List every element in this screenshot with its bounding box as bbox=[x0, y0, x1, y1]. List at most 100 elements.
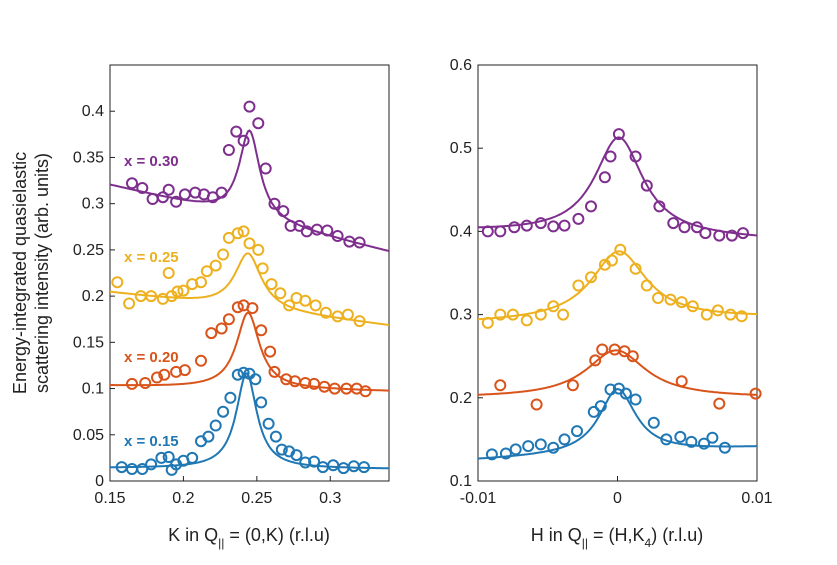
fit-curve-3 bbox=[478, 136, 758, 237]
data-point bbox=[162, 183, 175, 196]
data-point bbox=[347, 460, 360, 473]
data-point bbox=[331, 230, 344, 242]
data-point bbox=[674, 430, 687, 443]
left-x-axis-label: K in Q|| = (0,K) (r.l.u) bbox=[168, 525, 330, 550]
data-point bbox=[246, 302, 259, 315]
data-point bbox=[629, 262, 642, 275]
data-point bbox=[640, 179, 653, 192]
data-point bbox=[126, 377, 138, 390]
data-point bbox=[664, 293, 677, 306]
data-point bbox=[269, 430, 282, 443]
series-label-x015: x = 0.15 bbox=[124, 433, 179, 450]
x-tick-label: 0.3 bbox=[319, 490, 341, 507]
data-point bbox=[224, 391, 237, 404]
data-point bbox=[178, 364, 191, 377]
data-point bbox=[178, 188, 191, 201]
y-tick-label: 0.3 bbox=[82, 196, 104, 213]
data-point bbox=[614, 243, 627, 256]
data-point bbox=[256, 262, 269, 275]
data-point bbox=[509, 443, 522, 456]
y-tick-label: 0.6 bbox=[450, 57, 472, 74]
data-point bbox=[299, 456, 312, 469]
data-point bbox=[209, 419, 222, 432]
data-point bbox=[547, 441, 560, 454]
data-point bbox=[481, 316, 494, 329]
data-point bbox=[327, 459, 340, 472]
data-point bbox=[594, 400, 607, 413]
data-point bbox=[237, 225, 250, 238]
data-point bbox=[353, 315, 366, 328]
data-point bbox=[341, 308, 354, 321]
left-y-axis-label-line2: scattering intensity (arb. units) bbox=[32, 153, 52, 393]
data-point bbox=[283, 299, 296, 312]
data-point bbox=[319, 306, 332, 319]
x-tick-label: 0.15 bbox=[94, 490, 125, 507]
data-point bbox=[585, 271, 597, 284]
data-point bbox=[217, 248, 230, 261]
data-point bbox=[698, 437, 710, 450]
data-point bbox=[222, 231, 235, 244]
data-point bbox=[534, 438, 547, 451]
data-point bbox=[587, 405, 600, 418]
fit-curve-1 bbox=[478, 349, 758, 396]
data-point bbox=[162, 451, 175, 463]
data-point bbox=[158, 368, 171, 381]
data-point bbox=[547, 300, 560, 313]
data-point bbox=[231, 301, 244, 314]
left-axis-ticks: 0.15 0.2 0.25 0.3 0 0.05 0.1 0.15 0.2 0.25 0.3 0.35… bbox=[73, 103, 342, 507]
y-tick-label: 0 bbox=[95, 473, 104, 490]
data-point bbox=[675, 375, 688, 388]
data-point bbox=[547, 220, 560, 233]
data-point bbox=[358, 461, 370, 474]
left-fit-curves bbox=[109, 129, 390, 470]
data-point bbox=[277, 205, 290, 218]
data-point bbox=[359, 385, 372, 398]
fit-curve-3 bbox=[109, 129, 390, 252]
data-point bbox=[619, 387, 632, 400]
data-point bbox=[321, 224, 334, 237]
data-point bbox=[146, 193, 159, 205]
data-point bbox=[126, 177, 138, 190]
data-point bbox=[237, 134, 250, 147]
y-tick-label: 0.5 bbox=[450, 140, 472, 157]
data-point bbox=[151, 371, 163, 384]
data-point bbox=[520, 219, 533, 232]
data-point bbox=[558, 433, 571, 446]
data-point bbox=[699, 227, 712, 240]
data-point bbox=[155, 451, 168, 464]
data-point bbox=[156, 191, 169, 204]
data-point bbox=[308, 455, 321, 468]
left-panel: 0.15 0.2 0.25 0.3 0 0.05 0.1 0.15 0.2 0.25 0.3 0.35… bbox=[10, 64, 390, 550]
data-point bbox=[170, 195, 183, 208]
data-point bbox=[275, 443, 288, 456]
data-point bbox=[522, 440, 535, 453]
data-point bbox=[222, 144, 235, 156]
data-point bbox=[243, 237, 256, 250]
data-point bbox=[231, 368, 244, 381]
data-point bbox=[481, 225, 494, 238]
data-point bbox=[713, 229, 726, 242]
x-tick-label: 0.01 bbox=[741, 490, 772, 507]
data-point bbox=[494, 308, 507, 321]
data-point bbox=[249, 373, 262, 386]
data-point bbox=[262, 417, 275, 430]
data-point bbox=[566, 379, 579, 392]
data-point bbox=[749, 387, 762, 400]
data-point bbox=[571, 425, 583, 438]
data-point bbox=[596, 343, 609, 356]
right-fit-curves bbox=[477, 136, 758, 460]
data-point bbox=[612, 128, 625, 141]
data-point bbox=[264, 345, 277, 358]
data-point bbox=[123, 297, 136, 310]
data-point bbox=[200, 265, 213, 278]
data-point bbox=[177, 284, 190, 297]
series-label-x020: x = 0.20 bbox=[124, 349, 179, 366]
y-tick-label: 0.2 bbox=[82, 288, 104, 305]
left-data-points bbox=[111, 100, 372, 476]
data-point bbox=[145, 290, 158, 303]
data-point bbox=[284, 219, 297, 232]
data-point bbox=[195, 276, 207, 289]
data-point bbox=[534, 217, 547, 230]
y-tick-label: 0.1 bbox=[82, 381, 104, 398]
data-point bbox=[217, 405, 230, 418]
